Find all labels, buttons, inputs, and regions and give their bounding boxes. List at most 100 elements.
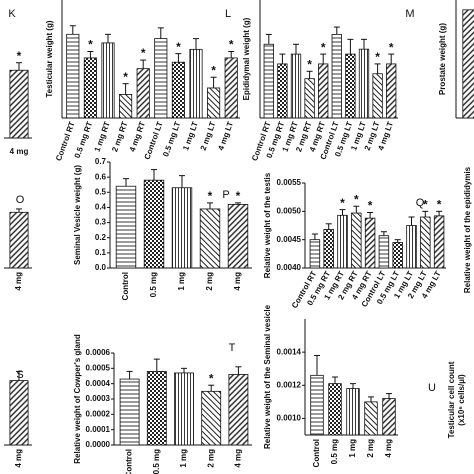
panel-letter: U	[428, 382, 436, 394]
bar	[310, 374, 324, 436]
y-axis-label: Relative weight of the Seminal vesicle	[263, 304, 272, 449]
bar	[462, 9, 474, 119]
bar	[372, 73, 383, 119]
x-tick-label: 4 mg	[14, 449, 23, 468]
x-tick-label: 1 mg	[179, 449, 188, 468]
x-tick-label: 2 mg LT	[199, 120, 218, 151]
x-tick-label: 4 mg	[10, 147, 29, 156]
panel: P Seminal Vesicle weight (g) 0.0 0.1 0.2 0.3 0…	[73, 157, 252, 300]
bar	[304, 78, 315, 119]
significance-marker: *	[211, 63, 216, 77]
y-tick-label: 0.3	[95, 218, 107, 227]
bar	[364, 217, 376, 269]
y-axis-label: Testicular weight (g)	[45, 20, 54, 98]
bar	[171, 187, 193, 269]
panel-letter: S	[16, 369, 23, 381]
bar	[378, 235, 390, 269]
panel: T Relative weight of Cowper's gland 0.0000…	[73, 334, 252, 474]
bar	[136, 68, 150, 119]
y-tick-label: 0.0006	[86, 348, 111, 357]
panel: Prostate weight (g)	[438, 0, 474, 119]
significance-marker: *	[368, 199, 373, 213]
y-axis-label: Seminal Vesicle weight (g)	[73, 165, 82, 265]
panel-letter: Q	[416, 197, 425, 209]
panel-letter: M	[405, 8, 414, 20]
x-tick-label: 4 mg	[233, 272, 242, 291]
bar	[171, 61, 185, 119]
y-tick-label: 0.0012	[277, 380, 302, 389]
panel: O 4 mg	[4, 194, 32, 291]
bar	[351, 212, 362, 269]
x-tick-label: Control	[125, 449, 134, 474]
bar	[337, 214, 348, 269]
bar	[143, 179, 165, 269]
significance-marker: *	[423, 198, 428, 212]
significance-marker: *	[176, 40, 181, 54]
x-tick-label: Control	[312, 439, 321, 467]
bar	[420, 216, 431, 269]
x-tick-label: 4 mg RT	[128, 120, 147, 153]
x-tick-label: 0.5 mg	[152, 449, 161, 474]
bar	[386, 63, 397, 119]
panel-letter: P	[222, 189, 229, 201]
panel: K * 4 mg	[4, 8, 32, 156]
x-tick-label: Control	[121, 272, 130, 300]
x-tick-label: 4 mg	[14, 272, 23, 291]
y-tick-label: 0.0040	[277, 263, 302, 272]
x-tick-label: 0.5 mg LT	[161, 120, 182, 158]
bar	[189, 48, 203, 119]
bar	[9, 211, 29, 269]
x-tick-label: 4 mg LT	[216, 120, 235, 151]
bar	[345, 53, 356, 119]
panel-letter: L	[225, 8, 231, 20]
bar	[224, 57, 238, 119]
panel: Q Relative weight of the testis 0.0040 0.00…	[263, 172, 446, 310]
significance-marker: *	[208, 189, 213, 203]
y-tick-label: 0.0002	[86, 409, 111, 418]
y-tick-label: 0.0001	[86, 425, 111, 434]
y-axis-label: Relative weight of the epididymis	[463, 166, 472, 293]
panel: S 4 mg	[4, 369, 32, 468]
significance-marker: *	[141, 46, 146, 60]
y-tick-label: 0.4	[95, 203, 107, 212]
x-tick-label: 1 mg LT	[181, 120, 200, 151]
x-tick-label: 2 mg RT	[110, 120, 129, 153]
y-tick-label: 0.2	[95, 233, 107, 242]
y-tick-label: 0.0014	[277, 347, 302, 356]
bar	[406, 225, 417, 269]
bar	[101, 42, 115, 119]
significance-marker: *	[340, 196, 345, 210]
y-tick-label: 0.1	[95, 248, 107, 257]
x-tick-label: 4 mg	[384, 439, 393, 458]
y-axis-label: (x10⁶ cells/µl)	[457, 374, 466, 426]
y-tick-label: 0.0010	[277, 414, 302, 423]
bar	[392, 242, 403, 269]
significance-marker: *	[354, 192, 359, 206]
x-tick-label: 0.5 mg RT	[73, 120, 95, 159]
y-axis-label: Relative weight of Cowper's gland	[73, 334, 82, 464]
bar	[154, 38, 168, 119]
significance-marker: *	[229, 38, 234, 52]
y-tick-label: 0.6	[95, 172, 107, 181]
bar	[199, 208, 221, 269]
bar	[9, 69, 29, 139]
bar	[227, 203, 249, 269]
bar	[331, 34, 342, 119]
bar	[263, 43, 274, 119]
y-tick-label: 0.0000	[86, 440, 111, 449]
bar	[146, 370, 167, 446]
bar	[318, 63, 329, 119]
significance-marker: *	[389, 40, 394, 54]
significance-marker: *	[17, 49, 22, 63]
y-axis-label: Testicular cell count	[447, 361, 456, 438]
bar	[323, 229, 334, 269]
y-tick-label: 0.0004	[86, 379, 111, 388]
y-tick-label: 0.0005	[86, 363, 111, 372]
significance-marker: *	[123, 70, 128, 84]
panel: Relative weight of the epididymis	[463, 166, 472, 293]
y-tick-label: 0.0055	[277, 178, 302, 187]
bar	[433, 215, 445, 269]
